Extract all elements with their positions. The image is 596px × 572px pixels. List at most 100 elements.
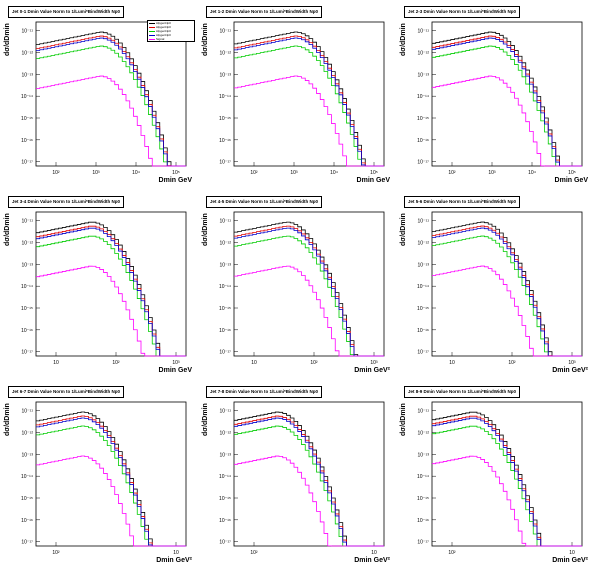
x-tick-label: 10 [371,550,377,556]
x-axis-label: Dmin GeV² [552,367,588,374]
y-axis-label: dσ/dDmin [400,213,407,246]
y-tick-label: 10⁻¹⁷ [21,540,33,546]
y-tick-label: 10⁻¹² [417,241,429,247]
y-tick-label: 10⁻¹⁶ [21,138,33,144]
series-line [234,227,384,357]
plot-frame [35,21,187,167]
legend-entry: AlpgenNp0 [148,29,194,33]
y-tick-label: 10⁻¹⁷ [417,160,429,166]
x-tick-label: 10 [53,360,59,366]
x-axis-label: Dmin GeV [356,177,390,184]
x-tick-label: 10⁴ [132,170,140,176]
y-tick-label: 10⁻¹² [21,241,33,247]
y-axis-label: dσ/dDmin [4,403,11,436]
x-tick-label: 10² [112,360,120,366]
series-line [36,221,186,357]
y-tick-label: 10⁻¹⁵ [219,306,231,312]
y-tick-label: 10⁻¹³ [219,452,231,458]
x-tick-label: 10⁵ [370,170,378,176]
y-tick-label: 10⁻¹⁶ [219,138,231,144]
x-tick-label: 10² [508,360,516,366]
x-tick-label: 10³ [370,360,378,366]
x-tick-label: 10⁵ [568,170,576,176]
y-tick-label: 10⁻¹⁵ [417,306,429,312]
y-tick-label: 10⁻¹⁴ [21,474,33,480]
y-tick-label: 10⁻¹⁵ [417,496,429,502]
plot-frame [431,211,583,357]
x-axis-label: Dmin GeV² [156,557,192,564]
y-tick-label: 10⁻¹⁵ [21,116,33,122]
y-tick-label: 10⁻¹³ [21,452,33,458]
plot-svg: 10⁻¹⁷ 10⁻¹⁶ 10⁻¹⁵ 10⁻¹⁴ 10⁻¹³ 10⁻¹² 10⁻¹¹ 10 10²… [219,211,385,366]
y-tick-label: 10⁻¹¹ [21,29,33,35]
y-tick-label: 10⁻¹¹ [21,219,33,225]
x-tick-label: 10³ [488,170,496,176]
y-tick-label: 10⁻¹³ [417,72,429,78]
series-line [432,265,582,357]
x-tick-label: 10⁵ [172,170,180,176]
series-line [234,455,384,547]
panel-title: Jet 8-9 Dmin Value Norm to 1/Lumi*BindWi… [404,386,520,398]
plot-frame [35,401,187,547]
y-axis-label: dσ/dDmin [202,403,209,436]
x-tick-label: 10² [448,550,456,556]
x-tick-label: 10 [569,550,575,556]
y-tick-label: 10⁻¹⁶ [417,138,429,144]
legend-swatch [149,34,155,36]
plot-svg: 10⁻¹⁷ 10⁻¹⁶ 10⁻¹⁵ 10⁻¹⁴ 10⁻¹³ 10⁻¹² 10⁻¹¹ 10 10²… [417,211,583,366]
x-tick-label: 10⁴ [330,170,338,176]
series-line [36,411,186,547]
series-line [234,75,384,167]
y-tick-label: 10⁻¹¹ [219,29,231,35]
legend-swatch [149,22,155,24]
x-tick-label: 10² [448,170,456,176]
x-tick-label: 10³ [290,170,298,176]
legend-entry: AlpgenNp0 [148,33,194,37]
y-tick-label: 10⁻¹⁴ [219,94,231,100]
series-line [234,265,384,357]
series-line [234,417,384,547]
y-tick-label: 10⁻¹³ [21,262,33,268]
y-tick-label: 10⁻¹⁴ [219,284,231,290]
y-tick-label: 10⁻¹⁴ [417,284,429,290]
panel-title: Jet 6-7 Dmin Value Norm to 1/Lumi*BindWi… [8,386,124,398]
series-line [36,45,186,167]
series-line [234,235,384,357]
x-axis-label: Dmin GeV [158,367,192,374]
legend-label: AlpgenNp0 [156,25,171,29]
series-line [36,37,186,167]
y-axis-label: dσ/dDmin [4,213,11,246]
series-line [432,227,582,357]
y-tick-label: 10⁻¹⁷ [21,160,33,166]
x-tick-label: 10 [449,360,455,366]
plot-svg: 10⁻¹⁷ 10⁻¹⁶ 10⁻¹⁵ 10⁻¹⁴ 10⁻¹³ 10⁻¹² 10⁻¹¹ 10² 10 [417,401,583,556]
y-tick-label: 10⁻¹⁴ [417,474,429,480]
y-axis-label: dσ/dDmin [400,403,407,436]
y-tick-label: 10⁻¹⁵ [219,116,231,122]
series-line [234,225,384,357]
y-tick-label: 10⁻¹¹ [21,409,33,415]
plot-panel: 10⁻¹⁷ 10⁻¹⁶ 10⁻¹⁵ 10⁻¹⁴ 10⁻¹³ 10⁻¹² 10⁻¹¹ 10² 10… [200,2,396,188]
plot-panel: 10⁻¹⁷ 10⁻¹⁶ 10⁻¹⁵ 10⁻¹⁴ 10⁻¹³ 10⁻¹² 10⁻¹¹ 10² 10… [2,382,198,568]
x-axis-label: Dmin GeV² [552,557,588,564]
y-tick-label: 10⁻¹⁴ [21,284,33,290]
series-line [432,37,582,167]
y-tick-label: 10⁻¹⁵ [219,496,231,502]
series-line [432,411,582,547]
series-line [234,411,384,547]
y-tick-label: 10⁻¹⁴ [417,94,429,100]
y-tick-label: 10⁻¹² [21,51,33,57]
y-tick-label: 10⁻¹⁷ [417,350,429,356]
series-line [432,455,582,547]
legend-swatch [149,26,155,28]
panel-title: Jet 0-1 Dmin Value Norm to 1/Lumi*BindWi… [8,6,124,18]
plot-svg: 10⁻¹⁷ 10⁻¹⁶ 10⁻¹⁵ 10⁻¹⁴ 10⁻¹³ 10⁻¹² 10⁻¹¹ 10² 10 [219,401,385,556]
plot-svg: 10⁻¹⁷ 10⁻¹⁶ 10⁻¹⁵ 10⁻¹⁴ 10⁻¹³ 10⁻¹² 10⁻¹¹ 10² 10 [21,401,187,556]
plot-svg: 10⁻¹⁷ 10⁻¹⁶ 10⁻¹⁵ 10⁻¹⁴ 10⁻¹³ 10⁻¹² 10⁻¹¹ 10 10²… [21,211,187,366]
series-line [234,221,384,357]
x-tick-label: 10² [52,170,60,176]
x-tick-label: 10³ [92,170,100,176]
y-tick-label: 10⁻¹⁷ [219,540,231,546]
x-axis-label: Dmin GeV [158,177,192,184]
plot-frame [233,211,385,357]
